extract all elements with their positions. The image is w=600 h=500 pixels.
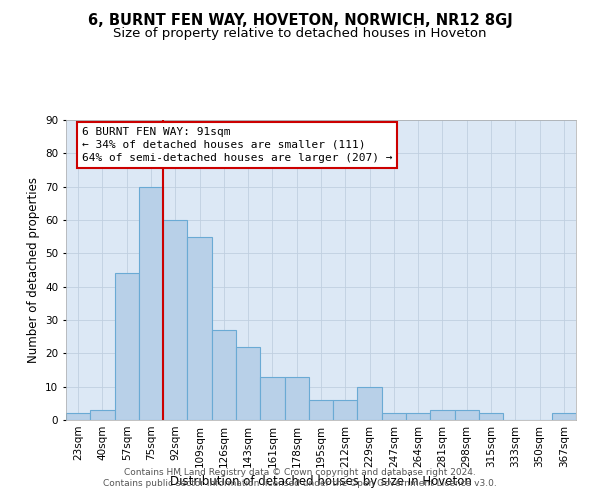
Bar (163, 220, 187, 420)
Bar (284, 376, 309, 420)
Y-axis label: Number of detached properties: Number of detached properties (26, 177, 40, 363)
Bar (260, 376, 284, 420)
Bar (187, 236, 212, 420)
Text: 6 BURNT FEN WAY: 91sqm
← 34% of detached houses are smaller (111)
64% of semi-de: 6 BURNT FEN WAY: 91sqm ← 34% of detached… (82, 126, 392, 163)
Text: Contains HM Land Registry data © Crown copyright and database right 2024.
Contai: Contains HM Land Registry data © Crown c… (103, 468, 497, 487)
Bar (479, 414, 503, 420)
Bar (455, 410, 479, 420)
Bar (309, 400, 333, 420)
Bar (382, 414, 406, 420)
Bar (90, 410, 115, 420)
Bar (212, 330, 236, 420)
Bar (236, 346, 260, 420)
Bar (66, 414, 90, 420)
Bar (139, 186, 163, 420)
Bar (430, 410, 455, 420)
Bar (552, 414, 576, 420)
X-axis label: Distribution of detached houses by size in Hoveton: Distribution of detached houses by size … (170, 476, 472, 488)
Text: 6, BURNT FEN WAY, HOVETON, NORWICH, NR12 8GJ: 6, BURNT FEN WAY, HOVETON, NORWICH, NR12… (88, 12, 512, 28)
Bar (333, 400, 358, 420)
Text: Size of property relative to detached houses in Hoveton: Size of property relative to detached ho… (113, 28, 487, 40)
Bar (358, 386, 382, 420)
Bar (406, 414, 430, 420)
Bar (115, 274, 139, 420)
